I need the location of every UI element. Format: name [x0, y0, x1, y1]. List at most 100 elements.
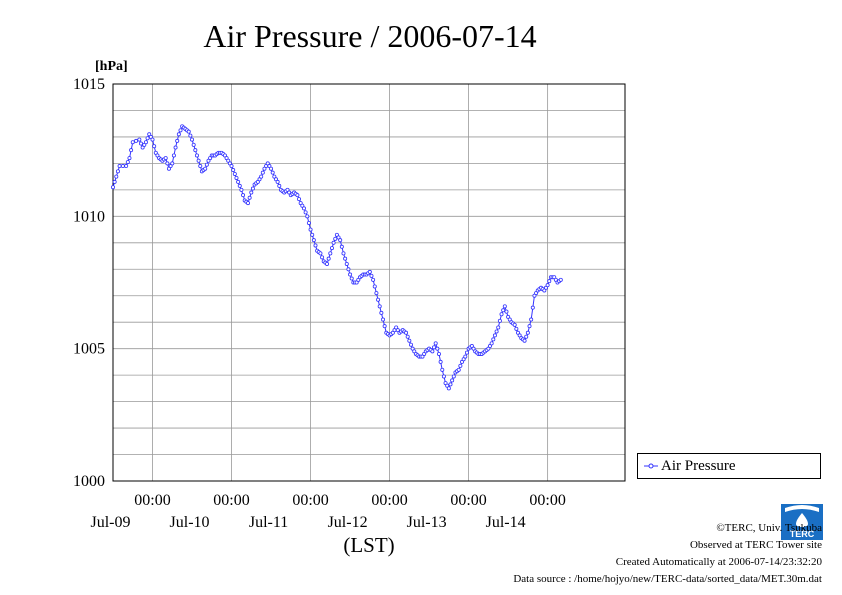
axes: 100010051010101500:00Jul-0900:00Jul-1000…: [73, 76, 626, 531]
data-point: [343, 256, 348, 261]
data-point: [456, 367, 461, 372]
data-point: [194, 153, 199, 158]
data-point: [114, 174, 119, 179]
data-point: [163, 156, 168, 161]
x-tick-label-time: 00:00: [292, 492, 328, 509]
data-point: [277, 183, 282, 188]
data-point: [491, 337, 496, 342]
x-tick-label-time: 00:00: [134, 492, 170, 509]
plot-frame: [112, 83, 626, 482]
x-tick-label-date: Jul-11: [249, 514, 288, 531]
data-point: [325, 261, 330, 266]
data-point: [275, 179, 280, 184]
data-point: [348, 272, 353, 277]
data-point: [137, 137, 142, 142]
data-point: [328, 251, 333, 256]
terc-logo-icon: TERC: [781, 504, 823, 540]
data-point: [196, 158, 201, 163]
data-point: [430, 349, 435, 354]
data-point: [178, 128, 183, 133]
data-point: [380, 317, 385, 322]
data-point: [407, 338, 412, 343]
data-point: [524, 334, 529, 339]
data-point: [311, 238, 316, 243]
data-point: [379, 310, 384, 315]
data-point: [247, 195, 252, 200]
data-point: [203, 166, 208, 171]
data-point: [344, 261, 349, 266]
data-point: [367, 269, 372, 274]
data-point: [451, 374, 456, 379]
data-point: [188, 133, 193, 138]
x-tick-label-time: 00:00: [450, 492, 486, 509]
data-point: [450, 378, 455, 383]
data-point: [269, 166, 274, 171]
data-point: [369, 273, 374, 278]
x-tick-label-date: Jul-13: [407, 514, 447, 531]
data-point: [463, 354, 468, 359]
data-point: [338, 238, 343, 243]
data-point: [408, 342, 413, 347]
data-point: [173, 145, 178, 150]
data-point: [237, 183, 242, 188]
data-point: [499, 312, 504, 317]
data-point: [492, 333, 497, 338]
data-point: [438, 359, 443, 364]
data-point: [496, 325, 501, 330]
data-point: [245, 201, 250, 206]
data-point: [198, 164, 203, 169]
data-point: [186, 129, 191, 134]
data-point: [372, 284, 377, 289]
data-point: [341, 251, 346, 256]
data-point: [440, 367, 445, 372]
y-tick-label: 1000: [73, 473, 105, 490]
data-point: [382, 324, 387, 329]
x-tick-label-date: Jul-10: [170, 514, 210, 531]
data-point: [558, 277, 563, 282]
data-point: [346, 267, 351, 272]
data-point: [530, 305, 535, 310]
legend-swatch-air-pressure: [644, 463, 658, 469]
legend: Air Pressure: [637, 453, 821, 479]
data-point: [231, 168, 236, 173]
data-point: [176, 132, 181, 137]
data-point: [436, 351, 441, 356]
data-point: [446, 386, 451, 391]
data-point: [236, 179, 241, 184]
data-point: [249, 190, 254, 195]
data-point: [125, 160, 130, 165]
data-point: [329, 246, 334, 251]
data-point: [464, 350, 469, 355]
data-point: [310, 232, 315, 237]
y-tick-label: 1015: [73, 76, 105, 93]
y-tick-label: 1010: [73, 208, 105, 225]
data-point: [229, 164, 234, 169]
data-point: [331, 240, 336, 245]
data-point: [371, 277, 376, 282]
data-point: [152, 144, 157, 149]
data-point: [494, 329, 499, 334]
data-point: [404, 330, 409, 335]
data-point: [377, 304, 382, 309]
data-point: [259, 174, 264, 179]
data-point: [193, 148, 198, 153]
data-point: [522, 338, 527, 343]
data-point: [129, 148, 134, 153]
data-point: [270, 170, 275, 175]
grid-lines: [113, 84, 625, 481]
logo-text: TERC: [790, 529, 815, 539]
data-point: [308, 227, 313, 232]
data-point: [333, 236, 338, 241]
data-point: [435, 346, 440, 351]
data-point: [448, 382, 453, 387]
data-point: [504, 309, 509, 314]
x-tick-label-date: Jul-09: [91, 514, 131, 531]
data-point: [497, 318, 502, 323]
data-point: [111, 185, 116, 190]
y-tick-label: 1005: [73, 341, 105, 358]
data-point: [297, 197, 302, 202]
data-point: [241, 193, 246, 198]
data-point: [339, 244, 344, 249]
x-tick-label-time: 00:00: [213, 492, 249, 509]
